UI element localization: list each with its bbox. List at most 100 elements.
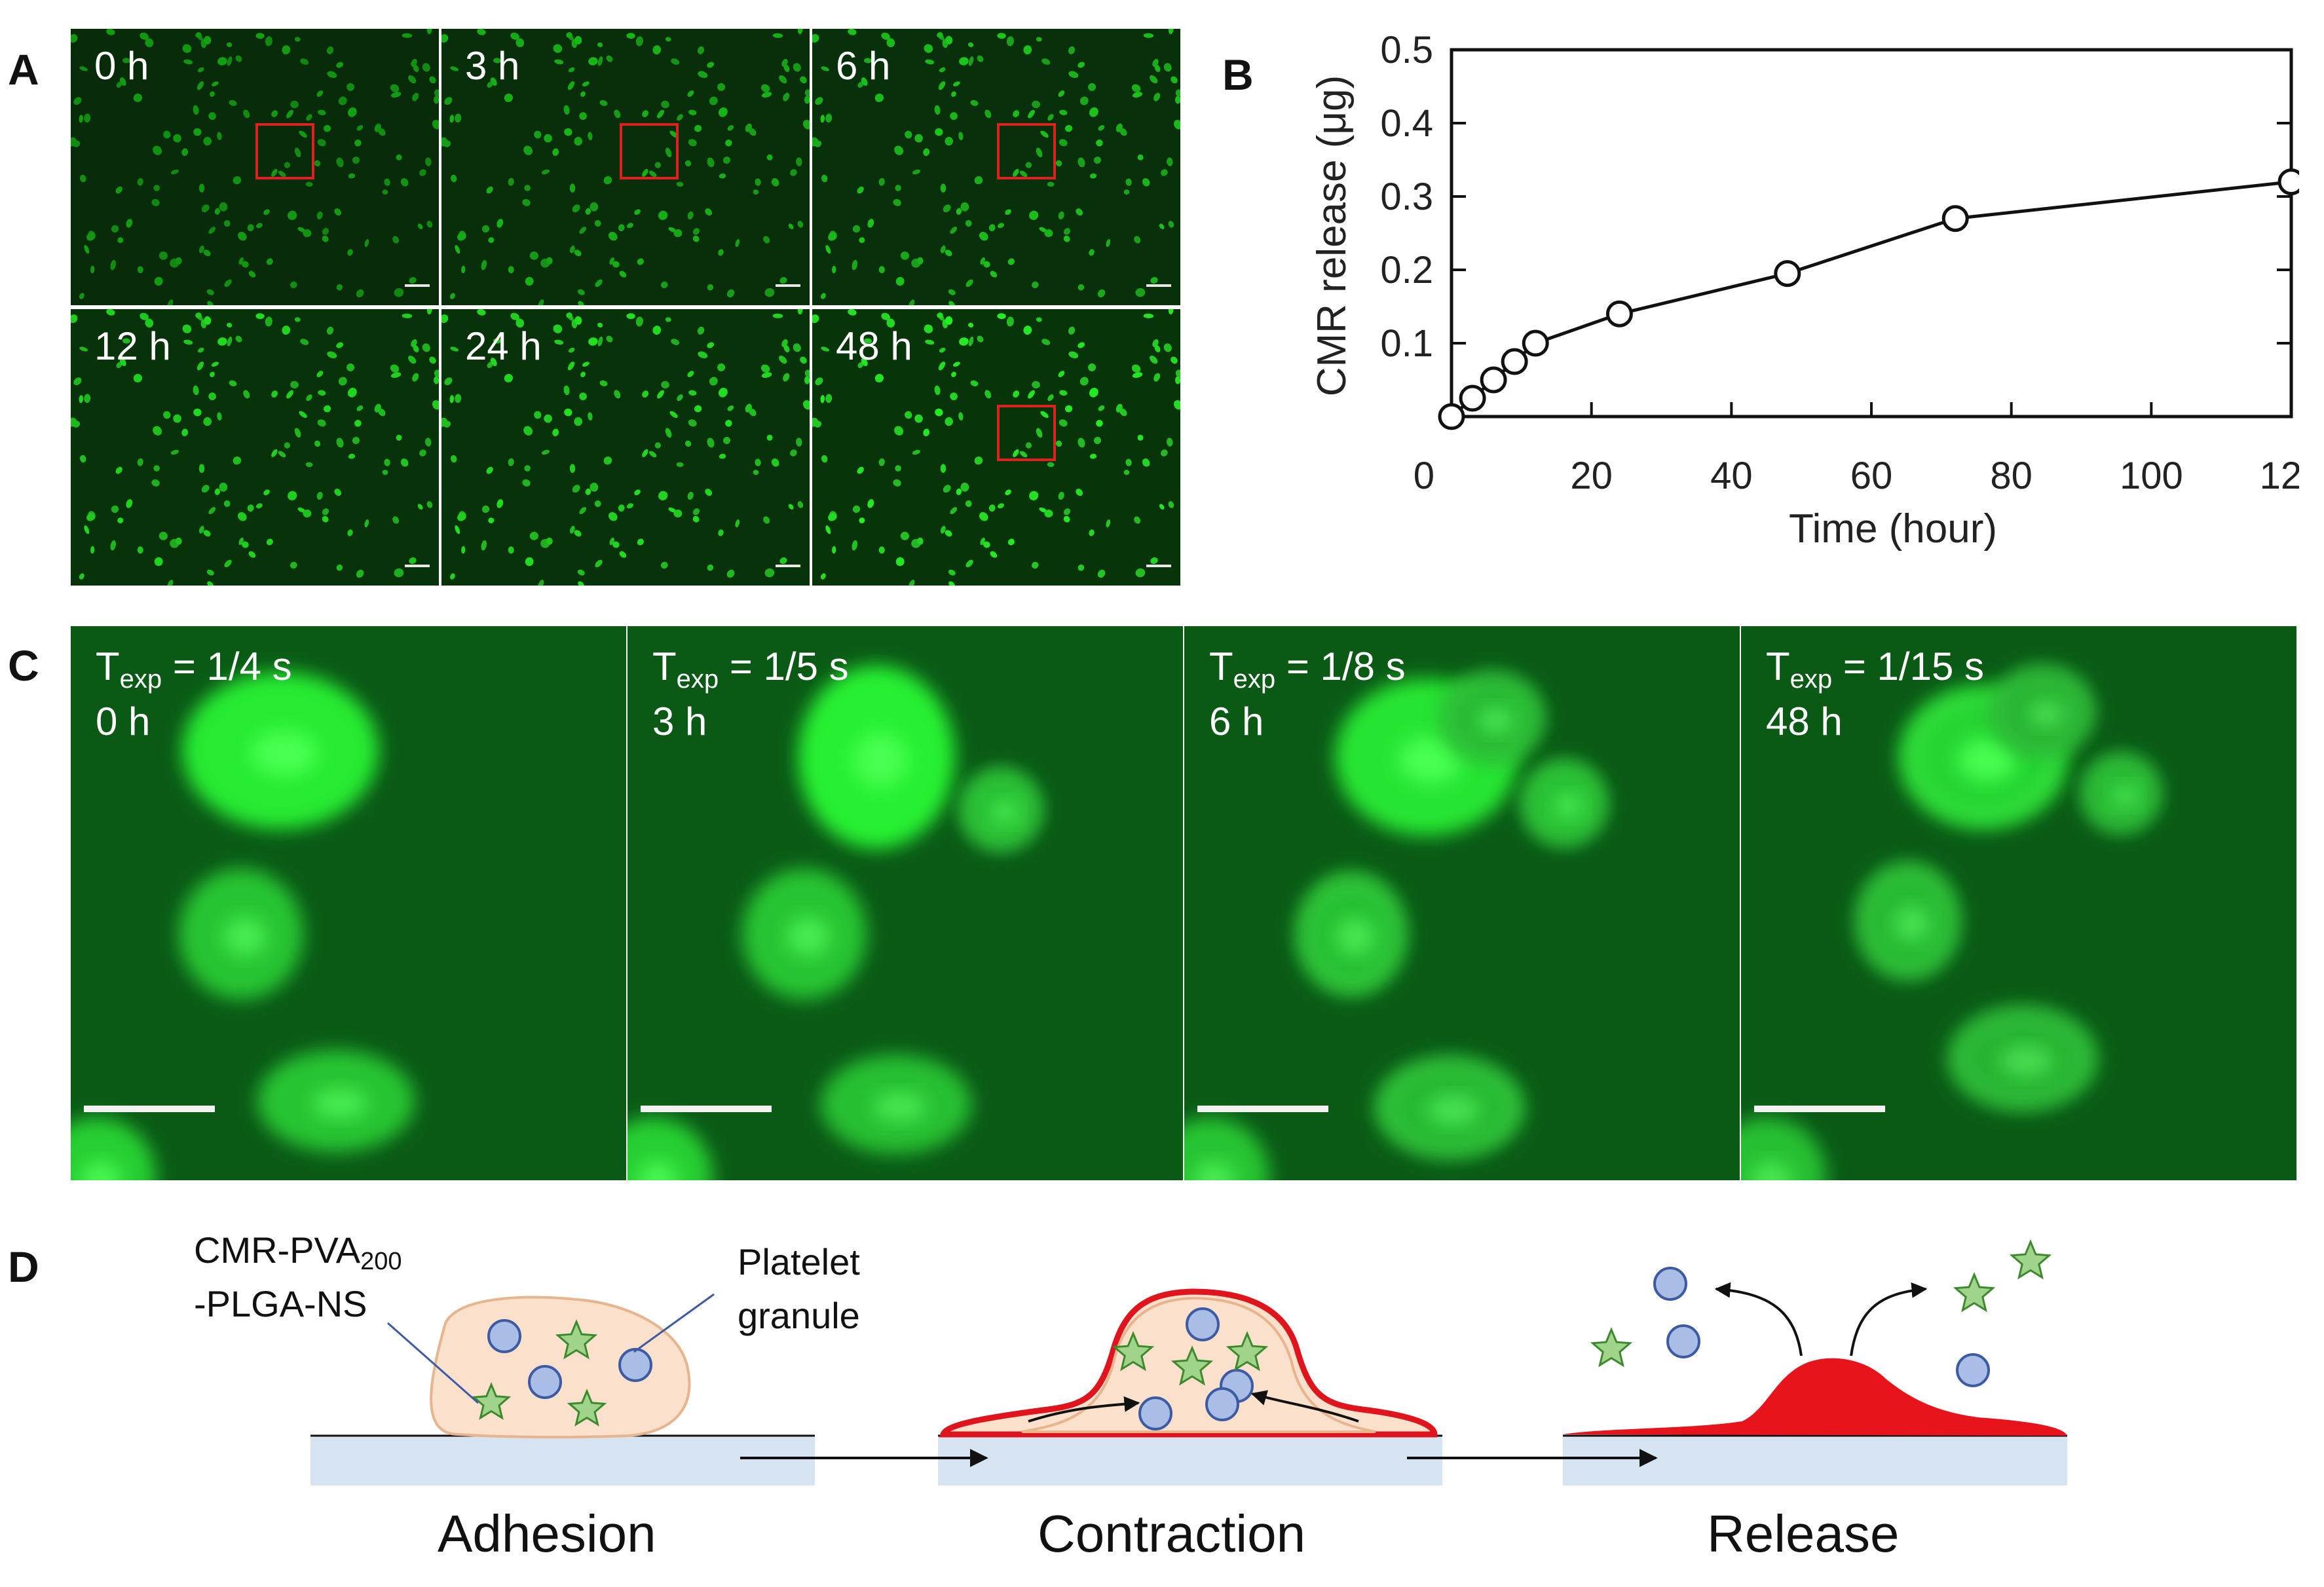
platelet-spot — [553, 44, 563, 53]
platelet-spot — [1143, 313, 1154, 318]
platelet-spot — [934, 385, 941, 396]
exposure-label: Texp = 1/15 s 48 h — [1766, 644, 1984, 743]
platelet-spot — [197, 81, 204, 90]
platelet-spot — [694, 124, 702, 132]
platelet-spot — [336, 438, 344, 448]
platelet-spot — [71, 34, 78, 43]
micrograph-48h: 48 h — [812, 309, 1180, 586]
platelet-spot — [508, 266, 514, 274]
platelet-spot — [1028, 109, 1035, 119]
platelet-spot — [945, 530, 952, 537]
platelet-spot — [524, 185, 531, 191]
platelet-spot — [79, 395, 84, 403]
granule-cluster — [637, 1161, 679, 1180]
platelet-spot — [804, 96, 810, 104]
platelet-spot — [1175, 89, 1180, 97]
platelet-spot — [314, 440, 321, 447]
platelet-spot — [263, 489, 270, 496]
platelet-spots — [71, 309, 439, 586]
platelet-spot — [771, 458, 779, 467]
platelet-spot — [1005, 209, 1011, 215]
platelet-spot — [665, 37, 671, 42]
platelet-spot — [771, 178, 779, 187]
platelet-spot — [668, 507, 676, 513]
platelet-spot — [588, 132, 593, 141]
platelet-spot — [980, 537, 985, 546]
platelet-spot — [84, 245, 90, 254]
platelet-spot — [534, 130, 542, 139]
platelet-spot — [950, 507, 958, 515]
platelet-spot — [299, 411, 307, 419]
platelet-spot — [364, 519, 369, 528]
platelet-spot — [316, 211, 323, 219]
platelet-spot — [226, 322, 233, 327]
release-stage — [1563, 1239, 2067, 1485]
platelet-spot — [687, 371, 694, 377]
platelet-spot — [660, 561, 668, 569]
platelet-spot — [582, 362, 590, 367]
spread-platelet — [1563, 1358, 2067, 1436]
platelet-spot — [237, 512, 247, 521]
platelet-spot — [1031, 561, 1039, 569]
platelet-spot — [382, 470, 388, 476]
platelet-spot — [1142, 178, 1150, 187]
platelet-spot — [248, 271, 256, 278]
platelet-spot — [671, 339, 680, 345]
platelet-spot — [396, 434, 402, 441]
platelet-spot — [1065, 405, 1073, 413]
platelet-spot — [1088, 83, 1096, 91]
platelet-spot — [945, 316, 953, 325]
platelet-spot — [286, 390, 293, 399]
platelet-spot — [608, 512, 618, 521]
platelet-spot — [429, 356, 436, 364]
platelet-spot — [1068, 71, 1079, 79]
platelet-spot — [654, 162, 662, 168]
platelet-spot — [772, 313, 783, 318]
platelet-granule-label: Platelet granule — [738, 1241, 860, 1336]
platelet-spot — [688, 390, 697, 396]
platelet-spot — [821, 66, 830, 71]
platelet-spot — [133, 373, 143, 383]
platelet-spot — [1137, 434, 1144, 441]
platelet-spot — [290, 100, 299, 109]
platelet-spot — [356, 569, 364, 578]
exposure-label: Texp = 1/5 s 3 h — [652, 644, 849, 743]
platelet-spots — [71, 29, 439, 305]
micrograph-3h: 3 h — [441, 29, 810, 305]
platelet-spot — [635, 316, 643, 327]
platelet-spot — [1058, 371, 1065, 377]
platelet-spot — [336, 157, 344, 168]
granule-cluster — [853, 732, 908, 787]
micrograph-24h: 24 h — [441, 309, 810, 586]
platelet-spot — [303, 509, 312, 518]
release-arrow-left — [1714, 1282, 1803, 1356]
platelet-spot — [413, 64, 419, 72]
substrate — [1563, 1436, 2067, 1485]
platelet-spot — [812, 314, 819, 324]
platelet-spot — [572, 204, 580, 213]
platelet-spot — [1168, 309, 1174, 315]
platelet-spot — [821, 455, 828, 463]
platelet-spot — [214, 488, 221, 495]
platelet-spot — [909, 580, 915, 586]
live-cell-image-3h: Texp = 1/5 s 3 h — [628, 626, 1183, 1180]
platelet-spot — [637, 258, 644, 265]
platelet-spot — [1154, 64, 1161, 72]
platelet-spot — [115, 186, 122, 194]
field-background — [441, 29, 810, 305]
platelet-spot — [271, 110, 278, 117]
platelet-spot — [338, 377, 347, 386]
platelet-spot — [945, 137, 954, 146]
platelet-spot — [661, 100, 669, 109]
platelet-spot — [900, 251, 909, 260]
platelet-spot — [997, 33, 1006, 39]
platelet-spot — [1019, 170, 1028, 177]
platelet-granule — [1186, 1307, 1220, 1341]
platelet-spot — [1040, 411, 1049, 419]
granule-cluster — [80, 1161, 122, 1180]
platelet-spot — [477, 309, 486, 316]
platelet-spot — [1006, 36, 1014, 47]
region-of-interest — [997, 405, 1056, 461]
platelet-spot — [348, 107, 357, 117]
platelet-spot — [554, 339, 564, 345]
